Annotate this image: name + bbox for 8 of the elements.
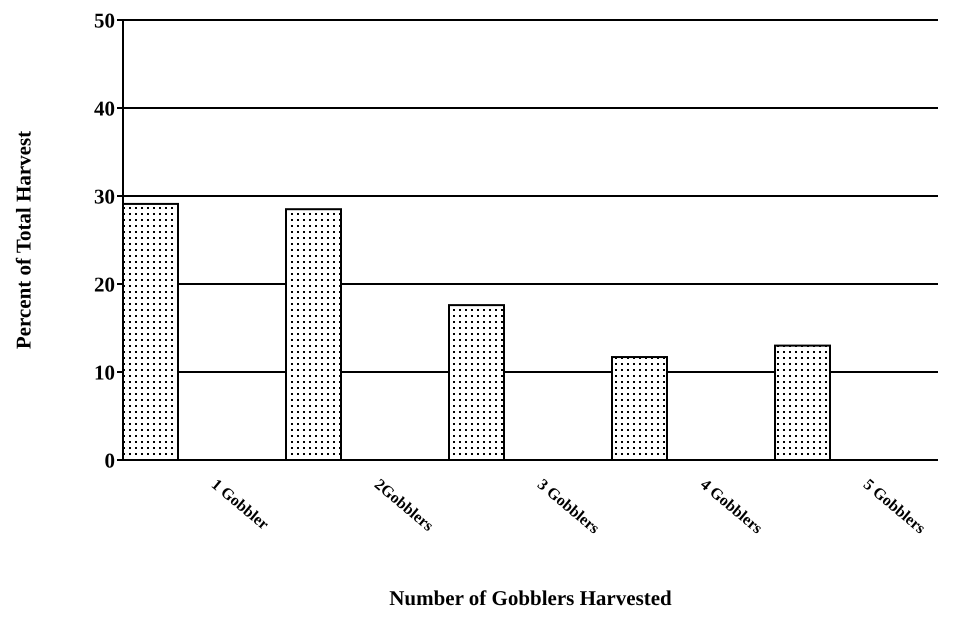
y-tick-label: 30 <box>94 184 115 208</box>
y-tick-label: 40 <box>94 96 115 120</box>
y-axis-title: Percent of Total Harvest <box>11 130 36 350</box>
y-tick-label: 0 <box>104 448 115 472</box>
y-tick-label: 50 <box>94 8 115 32</box>
y-tick-label: 20 <box>94 272 115 296</box>
y-tick-label: 10 <box>94 360 115 384</box>
x-axis-title: Number of Gobblers Harvested <box>389 586 672 610</box>
